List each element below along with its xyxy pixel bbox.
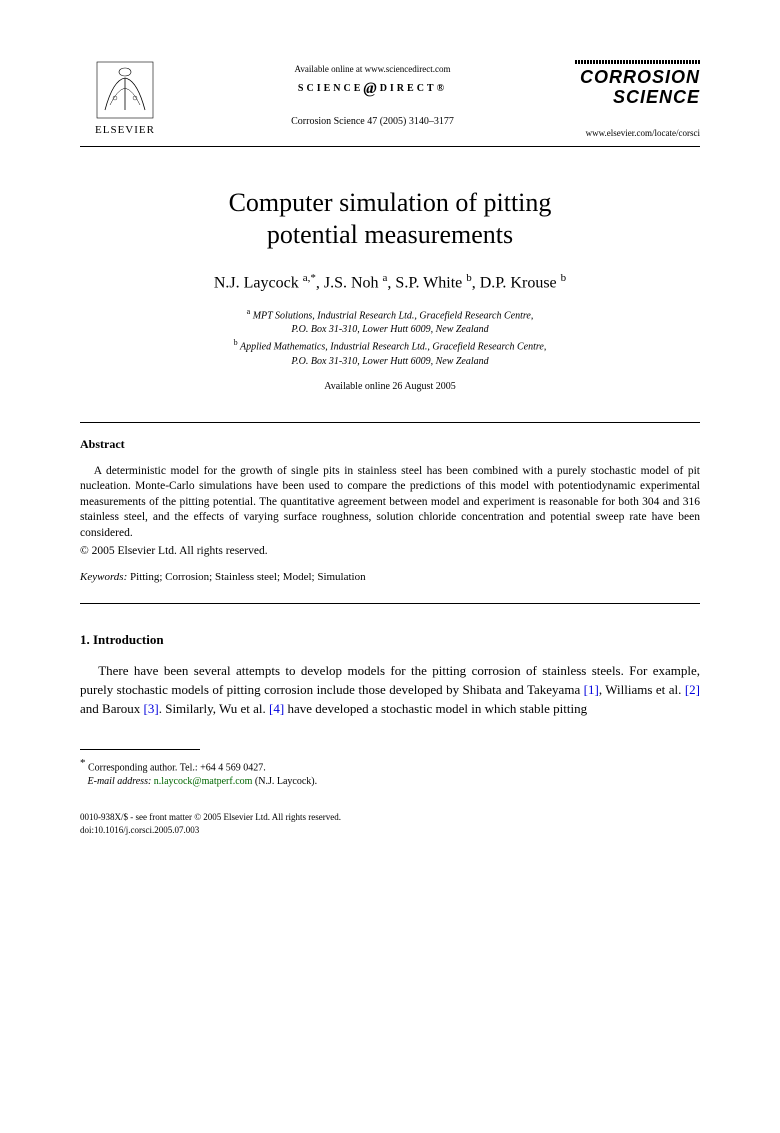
aff-a-line2: P.O. Box 31-310, Lower Hutt 6009, New Ze…: [291, 324, 488, 335]
author-2: J.S. Noh: [324, 274, 379, 291]
sd-reg: ®: [437, 83, 447, 94]
aff-b-line2: P.O. Box 31-310, Lower Hutt 6009, New Ze…: [291, 356, 488, 367]
abstract-heading: Abstract: [80, 437, 700, 452]
header-center: Available online at www.sciencedirect.co…: [170, 60, 575, 127]
journal-title: CORROSION SCIENCE: [575, 68, 700, 108]
aff-b-sup: b: [234, 338, 238, 347]
author-4-aff: b: [561, 272, 567, 284]
footnote-rule: [80, 749, 200, 750]
journal-url[interactable]: www.elsevier.com/locate/corsci: [575, 128, 700, 138]
page-container: ELSEVIER Available online at www.science…: [0, 0, 780, 876]
title-line2: potential measurements: [267, 220, 513, 249]
abstract-body: A deterministic model for the growth of …: [80, 464, 700, 542]
keywords-text: Pitting; Corrosion; Stainless steel; Mod…: [127, 571, 365, 583]
intro-text-c: and Baroux: [80, 701, 144, 716]
footer-line2: doi:10.1016/j.corsci.2005.07.003: [80, 824, 700, 837]
keywords-label: Keywords:: [80, 571, 127, 583]
article-title: Computer simulation of pitting potential…: [80, 187, 700, 252]
journal-bar-icon: [575, 60, 700, 64]
ref-link-2[interactable]: [2]: [685, 682, 700, 697]
sd-word2: DIRECT: [380, 83, 437, 94]
authors: N.J. Laycock a,*, J.S. Noh a, S.P. White…: [80, 272, 700, 292]
science-direct-logo: SCIENCE@DIRECT®: [170, 80, 575, 98]
abstract-top-rule: [80, 422, 700, 423]
aff-a-sup: a: [247, 307, 251, 316]
intro-text-d: . Similarly, Wu et al.: [159, 701, 269, 716]
intro-text-b: , Williams et al.: [599, 682, 685, 697]
journal-block: CORROSION SCIENCE www.elsevier.com/locat…: [575, 60, 700, 138]
footnote-email-paren: (N.J. Laycock).: [255, 776, 317, 787]
intro-heading: 1. Introduction: [80, 632, 700, 648]
sd-word1: SCIENCE: [298, 83, 363, 94]
header: ELSEVIER Available online at www.science…: [80, 60, 700, 138]
ref-link-1[interactable]: [1]: [584, 682, 599, 697]
title-line1: Computer simulation of pitting: [229, 188, 552, 217]
author-4: D.P. Krouse: [480, 274, 557, 291]
author-1: N.J. Laycock: [214, 274, 299, 291]
ref-link-3[interactable]: [3]: [144, 701, 159, 716]
journal-title-1: CORROSION: [575, 68, 700, 88]
citation-text: Corrosion Science 47 (2005) 3140–3177: [170, 116, 575, 127]
author-3-aff: b: [466, 272, 472, 284]
abstract-bottom-rule: [80, 603, 700, 604]
author-3: S.P. White: [395, 274, 462, 291]
author-2-aff: a: [383, 272, 388, 284]
footer-line1: 0010-938X/$ - see front matter © 2005 El…: [80, 811, 700, 824]
intro-paragraph-1: There have been several attempts to deve…: [80, 662, 700, 719]
aff-b-line1: Applied Mathematics, Industrial Research…: [240, 342, 546, 353]
author-1-corr: *: [310, 272, 316, 284]
footnote-corr-marker: *: [80, 757, 86, 769]
footer: 0010-938X/$ - see front matter © 2005 El…: [80, 811, 700, 836]
footnote: * Corresponding author. Tel.: +64 4 569 …: [80, 756, 700, 789]
at-icon: @: [363, 80, 379, 98]
header-rule: [80, 146, 700, 147]
ref-link-4[interactable]: [4]: [269, 701, 284, 716]
aff-a-line1: MPT Solutions, Industrial Research Ltd.,…: [253, 310, 534, 321]
publisher-name: ELSEVIER: [80, 124, 170, 136]
date-line: Available online 26 August 2005: [80, 381, 700, 392]
footnote-corr-text: Corresponding author. Tel.: +64 4 569 04…: [88, 762, 266, 773]
footnote-email-label: E-mail address:: [88, 776, 152, 787]
intro-text-e: have developed a stochastic model in whi…: [284, 701, 587, 716]
affiliations: a MPT Solutions, Industrial Research Ltd…: [80, 306, 700, 369]
available-online-text: Available online at www.sciencedirect.co…: [170, 64, 575, 74]
publisher-block: ELSEVIER: [80, 60, 170, 136]
abstract-copyright: © 2005 Elsevier Ltd. All rights reserved…: [80, 545, 700, 557]
keywords: Keywords: Pitting; Corrosion; Stainless …: [80, 571, 700, 583]
footnote-email[interactable]: n.laycock@matperf.com: [154, 776, 253, 787]
journal-title-2: SCIENCE: [575, 88, 700, 108]
elsevier-logo-icon: [95, 60, 155, 120]
